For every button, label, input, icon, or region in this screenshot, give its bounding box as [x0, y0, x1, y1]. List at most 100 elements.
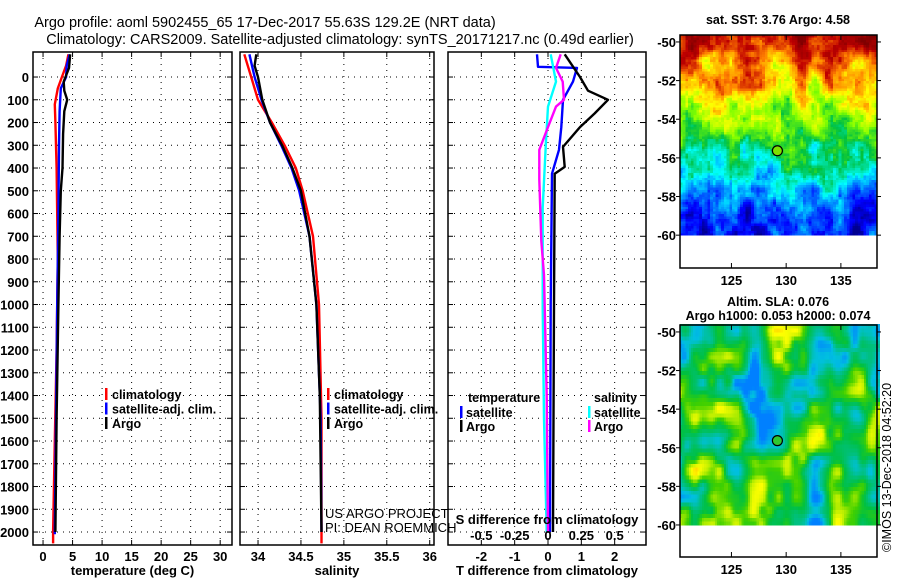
map-cell — [753, 150, 758, 154]
map-cell — [699, 153, 703, 156]
map-cell — [748, 213, 752, 217]
map-cell — [811, 73, 815, 77]
map-cell — [748, 34, 752, 38]
map-cell — [742, 102, 747, 106]
map-cell — [789, 70, 793, 74]
map-cell — [794, 225, 799, 229]
map-cell — [794, 198, 799, 202]
map-cell — [781, 157, 785, 161]
map-cell — [762, 184, 766, 188]
map-cell — [688, 107, 692, 111]
map-cell — [762, 66, 766, 70]
map-cell — [830, 107, 834, 111]
map-cell — [693, 95, 697, 99]
map-cell — [729, 198, 733, 202]
map-cell — [764, 44, 769, 48]
map-cell — [773, 162, 777, 166]
map-cell — [784, 109, 788, 113]
map-cell — [723, 114, 728, 118]
map-cell — [822, 189, 826, 193]
map-cell — [688, 157, 692, 161]
map-cell — [732, 80, 736, 84]
map-cell — [704, 42, 708, 45]
map-cell — [732, 56, 736, 60]
map-cell — [690, 155, 695, 159]
map-cell — [770, 196, 774, 200]
map-cell — [784, 34, 788, 38]
map-cell — [825, 186, 829, 190]
map-cell — [778, 213, 782, 217]
map-cell — [773, 87, 777, 91]
map-cell — [762, 49, 766, 53]
map-cell — [734, 70, 738, 74]
map-cell — [794, 211, 799, 214]
map-cell — [792, 196, 796, 200]
map-cell — [811, 198, 815, 202]
map-cell — [685, 116, 689, 120]
map-cell — [701, 230, 706, 234]
map-cell — [701, 121, 706, 125]
map-cell — [794, 133, 799, 137]
map-cell — [764, 95, 769, 99]
map-cell — [784, 85, 788, 89]
map-cell — [707, 42, 711, 45]
map-cell — [800, 83, 804, 86]
map-cell — [707, 78, 711, 82]
map-cell — [784, 95, 788, 99]
map-cell — [759, 227, 763, 231]
map-cell — [797, 136, 801, 140]
map-cell — [773, 143, 777, 147]
map-cell — [721, 208, 725, 212]
map-cell — [734, 104, 738, 108]
map-cell — [685, 66, 689, 70]
map-cell — [726, 95, 730, 99]
map-cell — [830, 61, 834, 65]
map-cell — [827, 68, 832, 72]
map-cell — [693, 49, 697, 53]
map-cell — [814, 172, 818, 176]
map-cell — [814, 218, 818, 222]
map-cell — [701, 87, 706, 91]
map-cell — [792, 174, 796, 178]
map-cell — [748, 90, 752, 94]
map-cell — [773, 66, 777, 70]
map-cell — [805, 170, 810, 173]
map-cell — [767, 85, 771, 89]
map-cell — [808, 42, 812, 45]
map-cell — [688, 121, 692, 125]
map-cell — [748, 225, 752, 229]
map-cell — [748, 70, 752, 74]
map-cell — [707, 104, 711, 108]
map-cell — [751, 211, 755, 214]
map-cell — [770, 56, 774, 60]
map-cell — [762, 131, 766, 135]
map-cell — [732, 179, 736, 183]
map-cell — [712, 116, 717, 120]
map-cell — [701, 131, 706, 135]
map-cell — [803, 119, 807, 123]
map-cell — [814, 124, 818, 128]
map-cell — [704, 189, 708, 193]
map-cell — [685, 133, 689, 137]
map-cell — [751, 75, 755, 79]
plot-frame — [32, 51, 233, 546]
map-cell — [704, 126, 708, 130]
map-cell — [740, 143, 744, 147]
map-cell — [814, 230, 818, 234]
map-cell — [811, 78, 815, 82]
x-tick-label: 2 — [611, 549, 618, 564]
map-cell — [786, 148, 790, 152]
map-cell — [710, 145, 714, 149]
map-cell — [819, 83, 823, 86]
map-cell — [753, 230, 758, 234]
map-cell — [685, 215, 689, 219]
map-cell — [789, 215, 793, 219]
map-cell — [819, 218, 823, 222]
map-cell — [762, 174, 766, 178]
map-cell — [819, 63, 823, 67]
map-cell — [773, 56, 777, 60]
map-cell — [816, 61, 821, 65]
map-cell — [825, 56, 829, 60]
map-cell — [792, 186, 796, 190]
map-cell — [737, 42, 741, 45]
